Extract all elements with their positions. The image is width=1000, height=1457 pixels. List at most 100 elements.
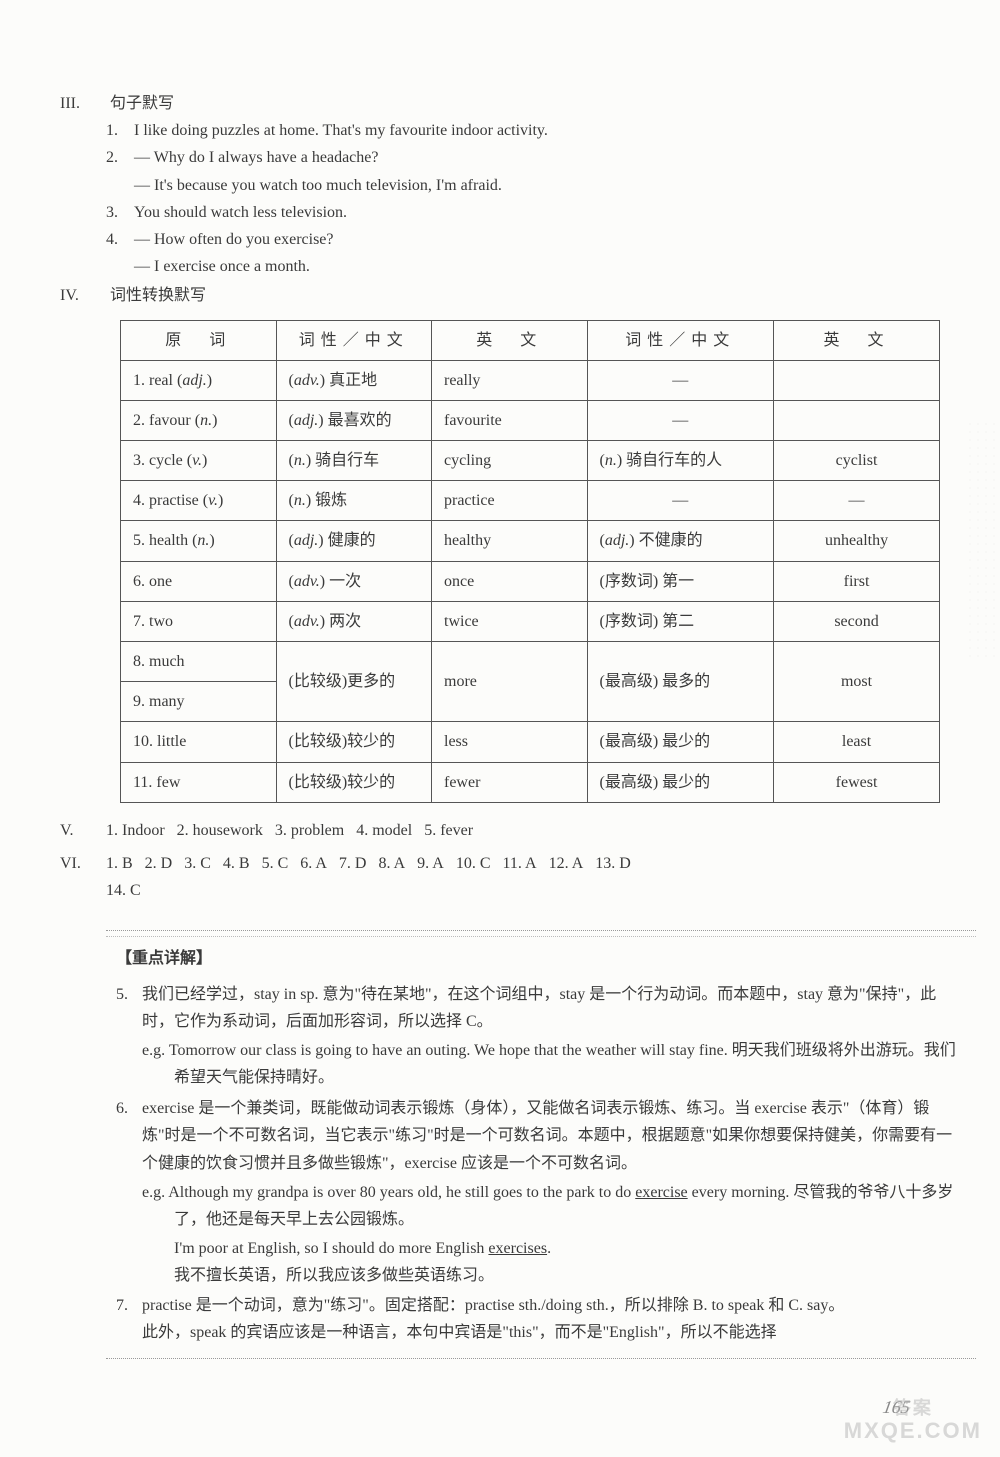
section-vi: VI. 1. B2. D3. C4. B5. C6. A7. D8. A9. A… xyxy=(60,850,940,904)
section-v: V. 1. Indoor2. housework3. problem4. mod… xyxy=(60,817,940,844)
cell: — xyxy=(587,360,774,400)
section-iv-header: IV. 词性转换默写 xyxy=(60,282,940,309)
cell-word: 2. favour (n.) xyxy=(121,400,277,440)
cell: (序数词) 第二 xyxy=(587,601,774,641)
item-number xyxy=(106,253,134,280)
cell: healthy xyxy=(432,521,588,561)
section-iii-label: III. xyxy=(60,90,106,117)
cell: fewest xyxy=(774,762,940,802)
cell: (adv.) 真正地 xyxy=(276,360,432,400)
table-row: 2. favour (n.)(adj.) 最喜欢的favourite— xyxy=(121,400,940,440)
example-line: 我不擅长英语，所以我应该多做些英语练习。 xyxy=(142,1262,966,1289)
table-row: 7. two(adv.) 两次twice(序数词) 第二second xyxy=(121,601,940,641)
detail-text: exercise 是一个兼类词，既能做动词表示锻炼（身体），又能做名词表示锻炼、… xyxy=(142,1095,966,1289)
cell: less xyxy=(432,722,588,762)
section-v-items: 1. Indoor2. housework3. problem4. model5… xyxy=(106,817,940,844)
answer-item: 8. A xyxy=(378,855,405,872)
detail-extra: 此外，speak 的宾语应该是一种语言，本句中宾语是"this"，而不是"Eng… xyxy=(142,1319,966,1346)
cell: second xyxy=(774,601,940,641)
cell: fewer xyxy=(432,762,588,802)
section-iii-header: III. 句子默写 xyxy=(60,90,940,117)
cell: first xyxy=(774,561,940,601)
cell: (n.) 骑自行车 xyxy=(276,441,432,481)
cell-word: 3. cycle (v.) xyxy=(121,441,277,481)
answer-item: 3. problem xyxy=(275,822,344,839)
cell-word: 4. practise (v.) xyxy=(121,481,277,521)
cell-word: 6. one xyxy=(121,561,277,601)
cell: (最高级) 最少的 xyxy=(587,762,774,802)
section-iv-title: 词性转换默写 xyxy=(110,282,206,309)
section-vi-label: VI. xyxy=(60,850,106,877)
sentence-item: 3.You should watch less television. xyxy=(106,199,940,226)
detail-text: 我们已经学过，stay in sp. 意为"待在某地"，在这个词组中，stay … xyxy=(142,981,966,1094)
table-header: 原 词 xyxy=(121,320,277,360)
answer-item: 9. A xyxy=(417,855,444,872)
sentence-item: — It's because you watch too much televi… xyxy=(106,172,940,199)
table-row: 3. cycle (v.)(n.) 骑自行车cycling(n.) 骑自行车的人… xyxy=(121,441,940,481)
cell: cycling xyxy=(432,441,588,481)
item-text: — How often do you exercise? xyxy=(134,226,334,253)
cell-word: 11. few xyxy=(121,762,277,802)
cell: — xyxy=(774,481,940,521)
example-line: e.g. Although my grandpa is over 80 year… xyxy=(142,1179,966,1233)
cell: (比较级)较少的 xyxy=(276,762,432,802)
answer-item: 5. C xyxy=(262,855,289,872)
side-texture xyxy=(966,420,996,660)
cell: more xyxy=(432,642,588,722)
cell-word: 10. little xyxy=(121,722,277,762)
table-row: 6. one(adv.) 一次once(序数词) 第一first xyxy=(121,561,940,601)
item-number: 2. xyxy=(106,144,134,171)
detail-number: 7. xyxy=(116,1292,142,1346)
table-header: 词性／中文 xyxy=(587,320,774,360)
cell: least xyxy=(774,722,940,762)
answer-item: 1. B xyxy=(106,855,133,872)
item-number: 3. xyxy=(106,199,134,226)
section-vi-items-1: 1. B2. D3. C4. B5. C6. A7. D8. A9. A10. … xyxy=(106,850,940,877)
table-row: 1. real (adj.)(adv.) 真正地really— xyxy=(121,360,940,400)
cell: cyclist xyxy=(774,441,940,481)
cell xyxy=(774,400,940,440)
table-header: 英 文 xyxy=(774,320,940,360)
cell-word: 5. health (n.) xyxy=(121,521,277,561)
cell-word: 8. much xyxy=(121,642,277,682)
example-line: e.g. Tomorrow our class is going to have… xyxy=(142,1037,966,1091)
answer-item: 7. D xyxy=(339,855,367,872)
cell: unhealthy xyxy=(774,521,940,561)
item-text: — I exercise once a month. xyxy=(134,253,310,280)
cell: — xyxy=(587,400,774,440)
section-iii-title: 句子默写 xyxy=(110,90,174,117)
section-v-label: V. xyxy=(60,817,106,844)
section-vi-items-2: 14. C xyxy=(106,877,940,904)
table-header: 英 文 xyxy=(432,320,588,360)
cell: (最高级) 最多的 xyxy=(587,642,774,722)
cell-word: 7. two xyxy=(121,601,277,641)
answer-item: 5. fever xyxy=(424,822,473,839)
sentence-item: 2.— Why do I always have a headache? xyxy=(106,144,940,171)
detail-body: 5.我们已经学过，stay in sp. 意为"待在某地"，在这个词组中，sta… xyxy=(116,981,966,1346)
cell: (adv.) 两次 xyxy=(276,601,432,641)
table-row: 11. few(比较级)较少的fewer(最高级) 最少的fewest xyxy=(121,762,940,802)
watermark-top: 答案 xyxy=(844,1399,982,1419)
answer-item: 3. C xyxy=(184,855,211,872)
table-row: 5. health (n.)(adj.) 健康的healthy(adj.) 不健… xyxy=(121,521,940,561)
item-number: 1. xyxy=(106,117,134,144)
detail-item: 5.我们已经学过，stay in sp. 意为"待在某地"，在这个词组中，sta… xyxy=(116,981,966,1094)
cell xyxy=(774,360,940,400)
table-row: 10. little(比较级)较少的less(最高级) 最少的least xyxy=(121,722,940,762)
answer-item: 12. A xyxy=(549,855,584,872)
answer-item: 6. A xyxy=(300,855,327,872)
table-row: 4. practise (v.)(n.) 锻炼practice—— xyxy=(121,481,940,521)
cell: (n.) 锻炼 xyxy=(276,481,432,521)
cell: most xyxy=(774,642,940,722)
detail-item: 6.exercise 是一个兼类词，既能做动词表示锻炼（身体），又能做名词表示锻… xyxy=(116,1095,966,1289)
watermark-bottom: MXQE.COM xyxy=(844,1419,982,1443)
cell: (序数词) 第一 xyxy=(587,561,774,601)
section-iv-label: IV. xyxy=(60,282,106,309)
cell: (比较级)较少的 xyxy=(276,722,432,762)
section-iii-body: 1.I like doing puzzles at home. That's m… xyxy=(106,117,940,280)
item-text: — Why do I always have a headache? xyxy=(134,144,378,171)
cell-word: 9. many xyxy=(121,682,277,722)
answer-item: 14. C xyxy=(106,882,141,899)
answer-item: 2. housework xyxy=(177,822,263,839)
cell: (adv.) 一次 xyxy=(276,561,432,601)
